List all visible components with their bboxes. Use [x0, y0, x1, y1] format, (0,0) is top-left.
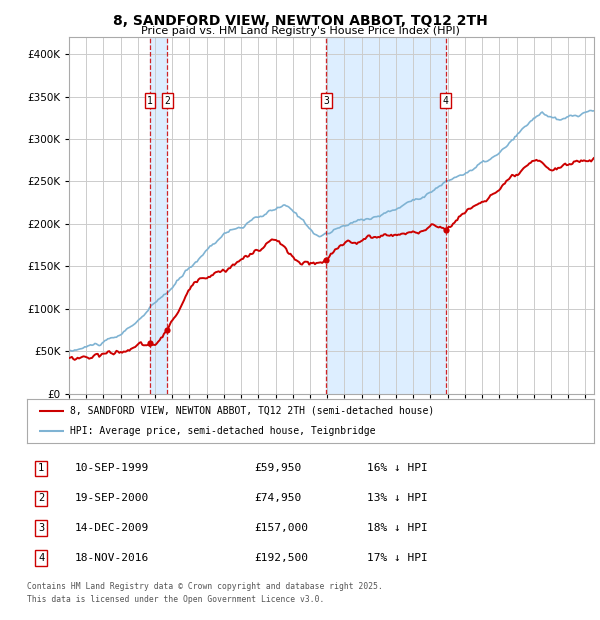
- Text: Price paid vs. HM Land Registry's House Price Index (HPI): Price paid vs. HM Land Registry's House …: [140, 26, 460, 36]
- Text: £192,500: £192,500: [254, 553, 308, 564]
- Text: 10-SEP-1999: 10-SEP-1999: [75, 464, 149, 474]
- Text: Contains HM Land Registry data © Crown copyright and database right 2025.: Contains HM Land Registry data © Crown c…: [27, 582, 383, 591]
- Point: [441, 225, 451, 235]
- Text: 14-DEC-2009: 14-DEC-2009: [75, 523, 149, 533]
- Text: 18% ↓ HPI: 18% ↓ HPI: [367, 523, 428, 533]
- Point: [163, 325, 172, 335]
- Point: [145, 338, 155, 348]
- Text: HPI: Average price, semi-detached house, Teignbridge: HPI: Average price, semi-detached house,…: [70, 426, 375, 436]
- Text: 16% ↓ HPI: 16% ↓ HPI: [367, 464, 428, 474]
- Text: 8, SANDFORD VIEW, NEWTON ABBOT, TQ12 2TH (semi-detached house): 8, SANDFORD VIEW, NEWTON ABBOT, TQ12 2TH…: [70, 405, 434, 416]
- Text: 2: 2: [38, 494, 44, 503]
- Text: 19-SEP-2000: 19-SEP-2000: [75, 494, 149, 503]
- Point: [322, 255, 331, 265]
- Text: 17% ↓ HPI: 17% ↓ HPI: [367, 553, 428, 564]
- Text: 8, SANDFORD VIEW, NEWTON ABBOT, TQ12 2TH: 8, SANDFORD VIEW, NEWTON ABBOT, TQ12 2TH: [113, 14, 487, 28]
- Text: 3: 3: [38, 523, 44, 533]
- Bar: [150, 37, 167, 394]
- Text: This data is licensed under the Open Government Licence v3.0.: This data is licensed under the Open Gov…: [27, 595, 325, 604]
- Text: 2: 2: [164, 96, 170, 106]
- Text: 18-NOV-2016: 18-NOV-2016: [75, 553, 149, 564]
- Text: 1: 1: [38, 464, 44, 474]
- Text: 13% ↓ HPI: 13% ↓ HPI: [367, 494, 428, 503]
- Text: 1: 1: [147, 96, 153, 106]
- Text: 3: 3: [323, 96, 329, 106]
- Text: 4: 4: [443, 96, 449, 106]
- Text: 4: 4: [38, 553, 44, 564]
- Text: £59,950: £59,950: [254, 464, 301, 474]
- Text: £157,000: £157,000: [254, 523, 308, 533]
- Bar: [326, 37, 446, 394]
- Text: £74,950: £74,950: [254, 494, 301, 503]
